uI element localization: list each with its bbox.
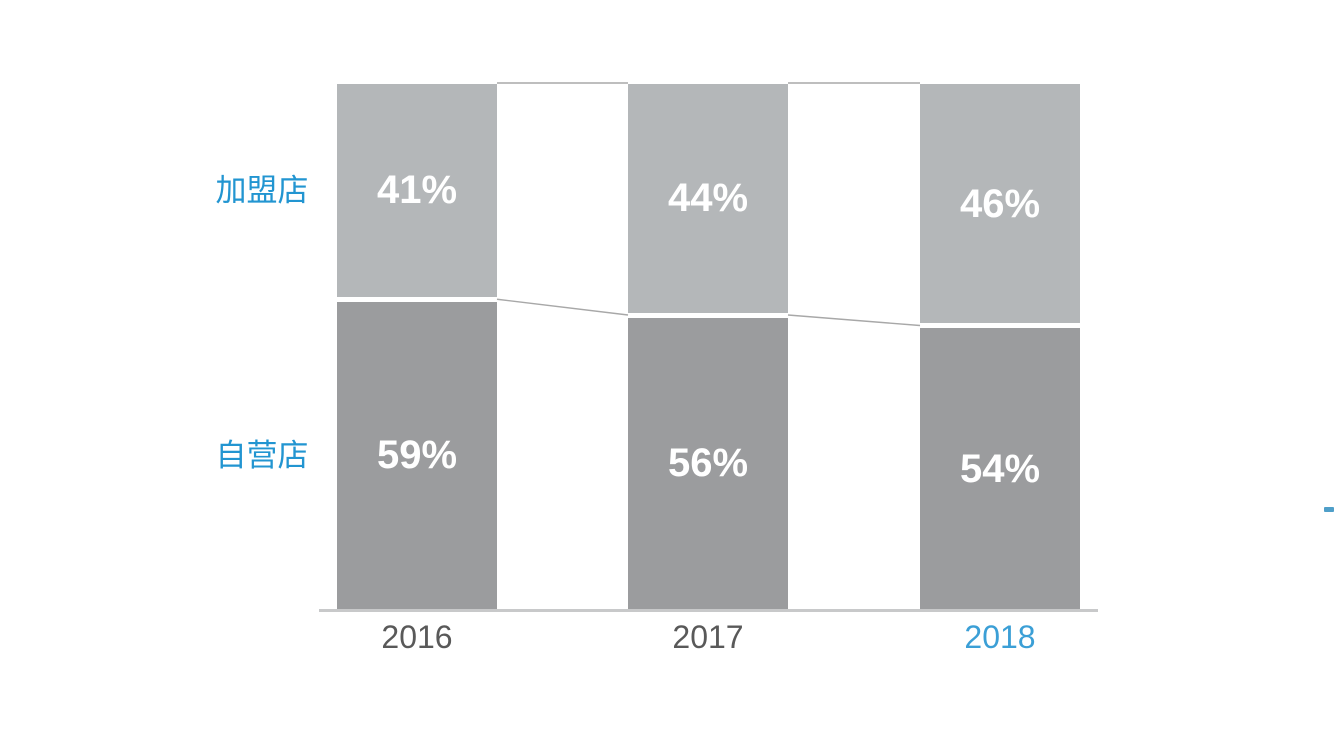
value-label: 46%	[959, 181, 1041, 226]
x-tick-label-2018: 2018	[964, 619, 1036, 655]
x-tick-label-2017: 2017	[672, 619, 744, 655]
series-label-self-operated: 自营店	[215, 438, 309, 473]
value-label: 54%	[959, 446, 1041, 491]
bar-segment-bottom-2018: 54%	[920, 328, 1080, 609]
bar-segment-top-2018: 46%	[920, 84, 1080, 323]
edge-artifact-mark	[1324, 507, 1334, 512]
value-label: 56%	[667, 441, 749, 486]
bar-segment-top-2016: 41%	[337, 84, 497, 297]
bar-segment-bottom-2017: 56%	[628, 317, 788, 609]
x-tick-label-2016: 2016	[381, 619, 453, 655]
series-label-franchise: 加盟店	[215, 173, 309, 208]
bar-segment-bottom-2016: 59%	[337, 301, 497, 609]
x-axis-line	[319, 609, 1098, 612]
value-label: 59%	[376, 433, 458, 478]
value-label: 41%	[376, 168, 458, 213]
bar-segment-top-2017: 44%	[628, 84, 788, 313]
value-label: 44%	[667, 176, 749, 221]
